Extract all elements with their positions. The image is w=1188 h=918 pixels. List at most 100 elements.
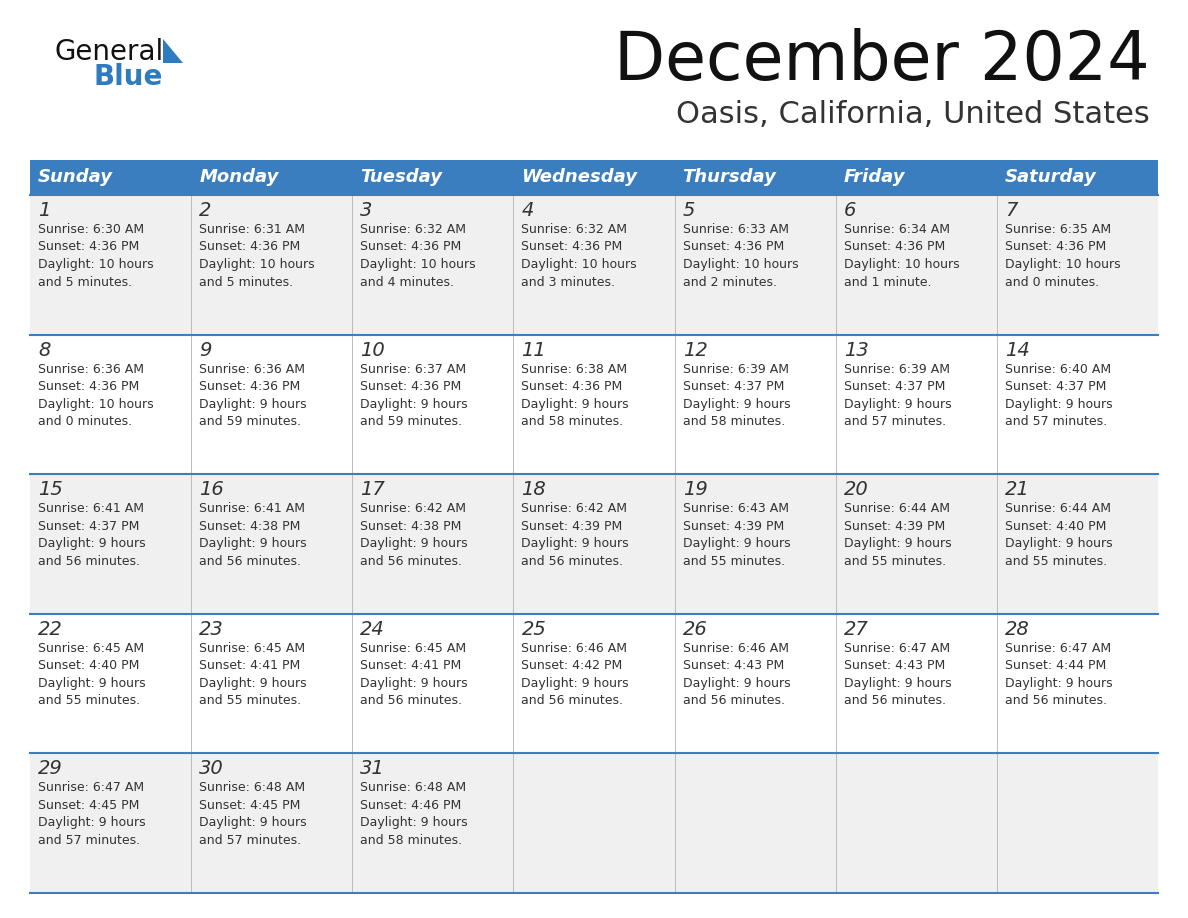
Text: Sunrise: 6:30 AM: Sunrise: 6:30 AM [38, 223, 144, 236]
Text: Daylight: 9 hours: Daylight: 9 hours [38, 816, 146, 829]
Text: Daylight: 10 hours: Daylight: 10 hours [1005, 258, 1120, 271]
Text: Sunrise: 6:33 AM: Sunrise: 6:33 AM [683, 223, 789, 236]
Text: Sunset: 4:39 PM: Sunset: 4:39 PM [522, 520, 623, 532]
Text: Sunset: 4:41 PM: Sunset: 4:41 PM [200, 659, 301, 672]
Text: and 57 minutes.: and 57 minutes. [38, 834, 140, 847]
Text: Sunset: 4:38 PM: Sunset: 4:38 PM [360, 520, 462, 532]
Text: 20: 20 [843, 480, 868, 499]
Bar [30, 334, 1158, 475]
Text: 31: 31 [360, 759, 385, 778]
Text: and 56 minutes.: and 56 minutes. [683, 694, 784, 707]
Text: 22: 22 [38, 620, 63, 639]
Text: and 56 minutes.: and 56 minutes. [200, 554, 301, 567]
Text: Sunset: 4:37 PM: Sunset: 4:37 PM [38, 520, 139, 532]
Text: Oasis, California, United States: Oasis, California, United States [676, 100, 1150, 129]
Text: 29: 29 [38, 759, 63, 778]
Bar [513, 160, 675, 195]
Text: 12: 12 [683, 341, 707, 360]
Text: 16: 16 [200, 480, 223, 499]
Bar [997, 160, 1158, 195]
Text: Monday: Monday [200, 169, 278, 186]
Text: Sunrise: 6:42 AM: Sunrise: 6:42 AM [360, 502, 466, 515]
Text: Sunset: 4:43 PM: Sunset: 4:43 PM [683, 659, 784, 672]
Text: Sunrise: 6:39 AM: Sunrise: 6:39 AM [843, 363, 949, 375]
Text: 14: 14 [1005, 341, 1030, 360]
Text: Daylight: 10 hours: Daylight: 10 hours [38, 258, 153, 271]
Text: Sunset: 4:42 PM: Sunset: 4:42 PM [522, 659, 623, 672]
Text: and 55 minutes.: and 55 minutes. [683, 554, 785, 567]
Text: 17: 17 [360, 480, 385, 499]
Text: and 2 minutes.: and 2 minutes. [683, 275, 777, 288]
Bar [30, 614, 1158, 754]
Text: Daylight: 9 hours: Daylight: 9 hours [843, 537, 952, 550]
Text: Daylight: 9 hours: Daylight: 9 hours [200, 677, 307, 689]
Text: and 5 minutes.: and 5 minutes. [38, 275, 132, 288]
Text: Sunrise: 6:32 AM: Sunrise: 6:32 AM [522, 223, 627, 236]
Text: Sunrise: 6:48 AM: Sunrise: 6:48 AM [200, 781, 305, 794]
Text: 10: 10 [360, 341, 385, 360]
Text: Daylight: 9 hours: Daylight: 9 hours [200, 816, 307, 829]
Text: Saturday: Saturday [1005, 169, 1097, 186]
Text: Wednesday: Wednesday [522, 169, 638, 186]
Text: Daylight: 9 hours: Daylight: 9 hours [200, 537, 307, 550]
Text: Sunrise: 6:35 AM: Sunrise: 6:35 AM [1005, 223, 1111, 236]
Text: Sunset: 4:39 PM: Sunset: 4:39 PM [683, 520, 784, 532]
Text: and 58 minutes.: and 58 minutes. [522, 415, 624, 428]
Polygon shape [163, 39, 183, 63]
Text: Sunset: 4:40 PM: Sunset: 4:40 PM [1005, 520, 1106, 532]
Text: and 58 minutes.: and 58 minutes. [683, 415, 785, 428]
Text: Sunrise: 6:41 AM: Sunrise: 6:41 AM [38, 502, 144, 515]
Text: Sunset: 4:36 PM: Sunset: 4:36 PM [38, 241, 139, 253]
Text: Sunset: 4:36 PM: Sunset: 4:36 PM [683, 241, 784, 253]
Text: and 5 minutes.: and 5 minutes. [200, 275, 293, 288]
Text: Sunrise: 6:45 AM: Sunrise: 6:45 AM [360, 642, 467, 655]
Text: Sunset: 4:36 PM: Sunset: 4:36 PM [522, 241, 623, 253]
Text: and 55 minutes.: and 55 minutes. [200, 694, 302, 707]
Text: and 59 minutes.: and 59 minutes. [200, 415, 301, 428]
Text: Sunrise: 6:39 AM: Sunrise: 6:39 AM [683, 363, 789, 375]
Text: Sunset: 4:36 PM: Sunset: 4:36 PM [1005, 241, 1106, 253]
Text: and 59 minutes.: and 59 minutes. [360, 415, 462, 428]
Text: Sunset: 4:36 PM: Sunset: 4:36 PM [200, 241, 301, 253]
Text: Sunrise: 6:41 AM: Sunrise: 6:41 AM [200, 502, 305, 515]
Text: Sunset: 4:41 PM: Sunset: 4:41 PM [360, 659, 461, 672]
Text: and 0 minutes.: and 0 minutes. [38, 415, 132, 428]
Text: Sunrise: 6:44 AM: Sunrise: 6:44 AM [1005, 502, 1111, 515]
Text: Daylight: 9 hours: Daylight: 9 hours [360, 816, 468, 829]
Text: Daylight: 9 hours: Daylight: 9 hours [1005, 537, 1112, 550]
Text: Daylight: 9 hours: Daylight: 9 hours [360, 677, 468, 689]
Text: Sunrise: 6:45 AM: Sunrise: 6:45 AM [200, 642, 305, 655]
Text: Sunset: 4:36 PM: Sunset: 4:36 PM [360, 241, 461, 253]
Text: Daylight: 9 hours: Daylight: 9 hours [200, 397, 307, 410]
Text: Sunset: 4:36 PM: Sunset: 4:36 PM [522, 380, 623, 393]
Text: Daylight: 9 hours: Daylight: 9 hours [522, 537, 630, 550]
Text: Sunset: 4:44 PM: Sunset: 4:44 PM [1005, 659, 1106, 672]
Text: 15: 15 [38, 480, 63, 499]
Bar [675, 160, 835, 195]
Text: Tuesday: Tuesday [360, 169, 442, 186]
Text: 30: 30 [200, 759, 223, 778]
Text: 11: 11 [522, 341, 546, 360]
Text: Sunrise: 6:37 AM: Sunrise: 6:37 AM [360, 363, 467, 375]
Text: 21: 21 [1005, 480, 1030, 499]
Text: Sunrise: 6:44 AM: Sunrise: 6:44 AM [843, 502, 949, 515]
Text: and 56 minutes.: and 56 minutes. [38, 554, 140, 567]
Text: 18: 18 [522, 480, 546, 499]
Text: and 56 minutes.: and 56 minutes. [522, 694, 624, 707]
Text: and 3 minutes.: and 3 minutes. [522, 275, 615, 288]
Text: Sunrise: 6:47 AM: Sunrise: 6:47 AM [1005, 642, 1111, 655]
Bar [30, 195, 1158, 334]
Text: Daylight: 10 hours: Daylight: 10 hours [683, 258, 798, 271]
Text: Sunrise: 6:32 AM: Sunrise: 6:32 AM [360, 223, 466, 236]
Text: Sunset: 4:37 PM: Sunset: 4:37 PM [1005, 380, 1106, 393]
Text: 8: 8 [38, 341, 50, 360]
Text: 3: 3 [360, 201, 373, 220]
Text: Sunrise: 6:45 AM: Sunrise: 6:45 AM [38, 642, 144, 655]
Text: Sunset: 4:37 PM: Sunset: 4:37 PM [683, 380, 784, 393]
Text: and 56 minutes.: and 56 minutes. [522, 554, 624, 567]
Text: General: General [55, 38, 164, 66]
Text: 23: 23 [200, 620, 223, 639]
Text: Sunset: 4:36 PM: Sunset: 4:36 PM [360, 380, 461, 393]
Text: Daylight: 9 hours: Daylight: 9 hours [683, 677, 790, 689]
Text: and 56 minutes.: and 56 minutes. [843, 694, 946, 707]
